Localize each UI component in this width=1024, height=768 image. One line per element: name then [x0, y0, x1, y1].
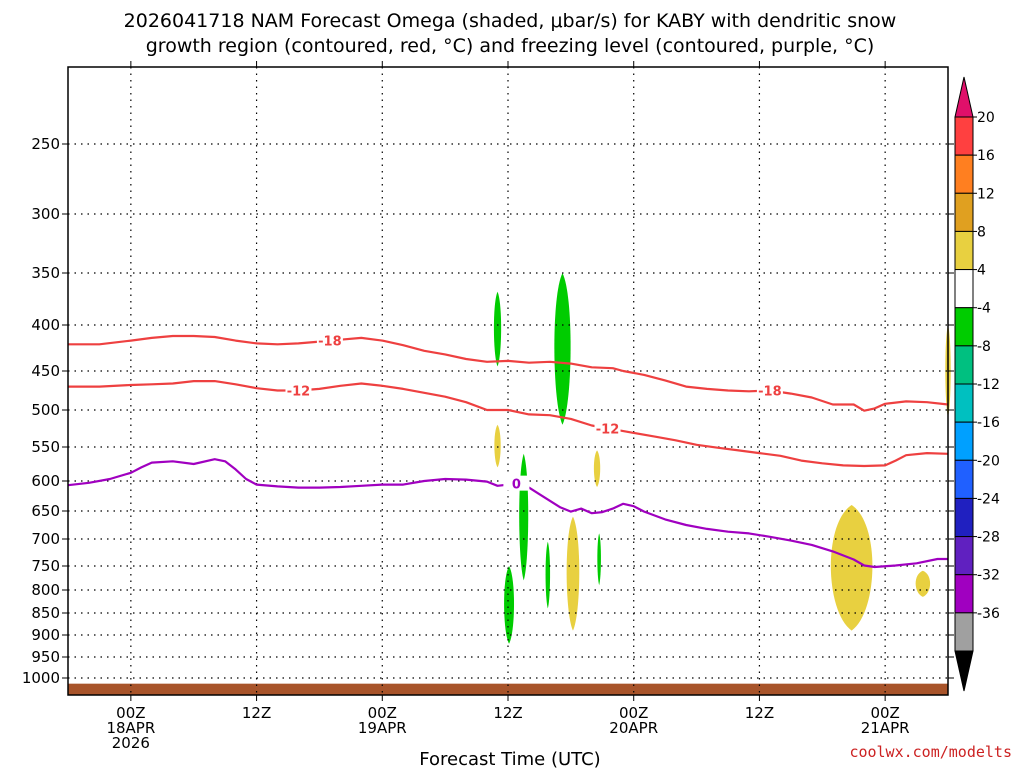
contour-line-2: [67, 458, 948, 569]
x-tick-label-36-0: 12Z: [493, 704, 522, 722]
omega-region-9: [830, 505, 873, 631]
y-tick-label-250: 250: [31, 135, 60, 153]
x-tick-label-72-0: 00Z: [870, 704, 899, 722]
colorbar-label-4: 4: [977, 263, 986, 279]
omega-region-10: [915, 570, 931, 597]
colorbar-label-8: -16: [977, 415, 1000, 431]
x-tick-label-0-0: 00Z: [116, 704, 145, 722]
x-tick-label-48-0: 00Z: [619, 704, 648, 722]
contour-label-bg-1-1: [594, 420, 621, 436]
contour-line-1: [68, 380, 949, 468]
plot-area: -18 -18 -12 -12 0: [67, 67, 951, 695]
colorbar-swatch-13: [954, 612, 974, 652]
contour-line-0: [68, 334, 949, 412]
x-tick-label-60-0: 12Z: [745, 704, 774, 722]
contour-label-0-1: -18: [758, 385, 782, 400]
colorbar-label-12: -32: [977, 568, 1000, 584]
y-tick-label-300: 300: [31, 205, 60, 223]
contour-label-1-0: -12: [287, 385, 311, 400]
colorbar-label-11: -28: [977, 530, 1000, 546]
colorbar: 20 16 12 8 4 -4 -8 -12 -16 -20 -24 -28 -32 -36: [954, 76, 1000, 692]
y-tick-label-400: 400: [31, 316, 60, 334]
colorbar-label-10: -24: [977, 491, 1000, 507]
omega-region-8: [566, 516, 580, 631]
y-tick-label-500: 500: [31, 401, 60, 419]
colorbar-swatch-12: [954, 574, 974, 614]
contour-label-0-0: -18: [318, 335, 342, 350]
colorbar-label-1: 16: [977, 148, 995, 164]
title: 2026041718 NAM Forecast Omega (shaded, μ…: [124, 10, 897, 57]
colorbar-label-5: -4: [977, 301, 991, 317]
contour-label-1-1: -12: [596, 422, 620, 437]
contour-label-bg-1-0: [285, 382, 312, 398]
colorbar-swatch-9: [954, 459, 974, 499]
omega-region-5: [597, 533, 601, 586]
x-tick-label-24-1: 19APR: [358, 719, 407, 737]
omega-region-6: [494, 424, 501, 468]
colorbar-swatch-10: [954, 497, 974, 538]
y-tick-label-900: 900: [31, 626, 60, 644]
contour-label-bg-0-1: [756, 382, 783, 398]
colorbar-swatch-5: [954, 307, 974, 347]
x-tick-label-48-1: 20APR: [609, 719, 658, 737]
contour-label-2-0: 0: [512, 478, 521, 493]
x-tick-label-12-0: 12Z: [242, 704, 271, 722]
colorbar-label-0: 20: [977, 110, 995, 126]
y-tick-label-700: 700: [31, 530, 60, 548]
colorbar-swatch-3: [954, 230, 974, 271]
title-line-1: 2026041718 NAM Forecast Omega (shaded, μ…: [124, 10, 897, 32]
colorbar-swatch-0: [954, 116, 974, 156]
colorbar-label-2: 12: [977, 186, 995, 202]
y-tick-label-450: 450: [31, 362, 60, 380]
omega-region-2: [519, 453, 529, 581]
colorbar-label-6: -8: [977, 339, 991, 355]
x-tick-label-0-1: 18APR: [106, 719, 155, 737]
colorbar-label-13: -36: [977, 606, 1000, 622]
y-axis: 250 300 350 400 450 500 550 600 650 700 750 800 850 9…: [22, 135, 954, 687]
colorbar-swatch-8: [954, 421, 974, 461]
omega-region-0: [493, 291, 502, 367]
x-tick-label-0-2: 2026: [112, 734, 150, 752]
contour-label-bg-0-0: [316, 332, 343, 348]
y-tick-label-750: 750: [31, 557, 60, 575]
x-tick-label-72-1: 21APR: [861, 719, 910, 737]
x-tick-label-24-0: 00Z: [368, 704, 397, 722]
x-axis-label: Forecast Time (UTC): [419, 749, 600, 768]
colorbar-label-3: 8: [977, 224, 986, 240]
colorbar-swatch-1: [954, 154, 974, 194]
y-tick-label-550: 550: [31, 438, 60, 456]
omega-region-4: [504, 566, 515, 644]
y-tick-label-600: 600: [31, 472, 60, 490]
omega-region-7: [593, 450, 601, 487]
y-tick-label-800: 800: [31, 581, 60, 599]
omega-region-3: [545, 541, 551, 609]
colorbar-swatch-6: [954, 345, 974, 385]
omega-region-1: [554, 273, 571, 425]
colorbar-swatch-4: [954, 269, 974, 309]
colorbar-top-arrow: [954, 76, 974, 118]
colorbar-label-7: -12: [977, 377, 1000, 393]
title-line-2: growth region (contoured, red, °C) and f…: [146, 35, 875, 57]
colorbar-label-9: -20: [977, 453, 1000, 469]
contour-label-bg-2-0: [503, 475, 530, 491]
y-tick-label-850: 850: [31, 604, 60, 622]
y-tick-label-650: 650: [31, 502, 60, 520]
y-tick-label-950: 950: [31, 648, 60, 666]
colorbar-swatch-11: [954, 536, 974, 576]
ground-shading: [68, 683, 948, 695]
colorbar-bottom-arrow: [954, 650, 974, 692]
colorbar-swatch-7: [954, 383, 974, 423]
colorbar-swatch-2: [954, 192, 974, 232]
y-tick-label-350: 350: [31, 264, 60, 282]
y-tick-label-1000: 1000: [22, 669, 60, 687]
credit-text: coolwx.com/modelts: [849, 743, 1012, 761]
